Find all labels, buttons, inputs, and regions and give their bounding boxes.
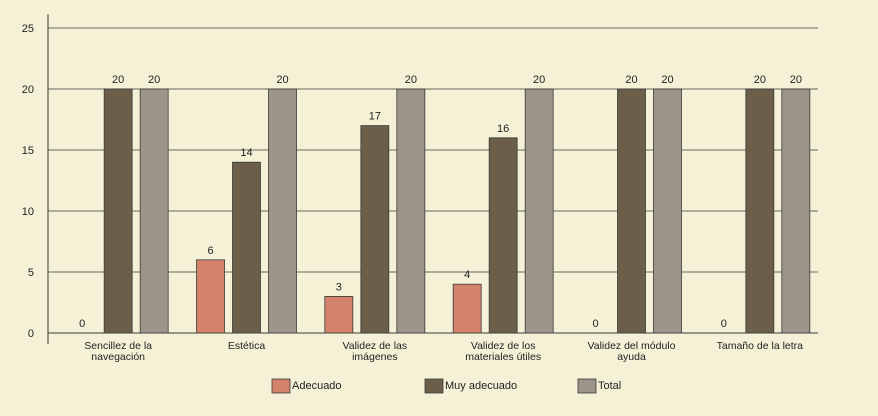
bar-muy-adecuado-5 <box>745 88 775 334</box>
data-label-0-1: 6 <box>207 245 213 257</box>
legend-label-muy-adecuado: Muy adecuado <box>445 380 517 392</box>
bar-muy-adecuado-2 <box>360 125 390 334</box>
bar-total-4 <box>653 88 682 334</box>
y-tick-label-5: 5 <box>28 267 34 279</box>
data-label-2-4: 20 <box>661 74 673 86</box>
data-label-2-3: 20 <box>533 74 545 86</box>
data-label-1-2: 17 <box>369 111 381 123</box>
category-label-0-1: navegación <box>91 351 145 363</box>
legend-swatch-adecuado <box>271 378 291 394</box>
data-label-2-0: 20 <box>148 74 160 86</box>
category-label-4-1: ayuda <box>617 351 646 363</box>
y-tick-label-20: 20 <box>22 84 34 96</box>
legend-label-adecuado: Adecuado <box>292 380 342 392</box>
bar-muy-adecuado-1 <box>232 161 261 334</box>
category-label-4-0: Validez del módulo <box>588 340 676 352</box>
bar-total-0 <box>139 88 169 334</box>
bar-adecuado-3 <box>452 283 482 334</box>
data-label-0-3: 4 <box>464 269 470 281</box>
bar-muy-adecuado-3 <box>488 137 518 334</box>
bar-adecuado-2 <box>324 295 354 334</box>
category-label-2-1: imágenes <box>352 351 398 363</box>
category-label-3-1: materiales útiles <box>465 351 541 363</box>
data-label-1-4: 20 <box>625 74 637 86</box>
y-tick-label-15: 15 <box>22 145 34 157</box>
category-label-0-0: Sencillez de la <box>84 340 152 352</box>
data-label-0-4: 0 <box>592 318 598 330</box>
data-label-0-5: 0 <box>721 318 727 330</box>
data-label-1-5: 20 <box>754 74 766 86</box>
bar-muy-adecuado-4 <box>617 88 646 334</box>
data-label-2-1: 20 <box>276 74 288 86</box>
category-label-2-0: Validez de las <box>343 340 408 352</box>
data-label-0-0: 0 <box>79 318 85 330</box>
data-label-1-1: 14 <box>240 147 252 159</box>
y-tick-label-25: 25 <box>22 23 34 35</box>
category-label-1-0: Estética <box>228 340 266 352</box>
legend-swatch-total <box>577 378 597 394</box>
data-label-2-5: 20 <box>790 74 802 86</box>
data-label-2-2: 20 <box>405 74 417 86</box>
category-label-3-0: Validez de los <box>471 340 536 352</box>
bar-total-3 <box>524 88 554 334</box>
y-tick-label-10: 10 <box>22 206 34 218</box>
y-tick-label-0: 0 <box>28 328 34 340</box>
data-label-1-0: 20 <box>112 74 124 86</box>
bar-total-5 <box>781 88 811 334</box>
bar-muy-adecuado-0 <box>103 88 133 334</box>
legend-swatch-muy-adecuado <box>424 378 444 394</box>
legend-label-total: Total <box>598 380 621 392</box>
bar-adecuado-1 <box>196 259 225 334</box>
category-label-5-0: Tamaño de la letra <box>717 340 804 352</box>
bar-total-1 <box>268 88 297 334</box>
data-label-0-2: 3 <box>336 281 342 293</box>
data-label-1-3: 16 <box>497 123 509 135</box>
bar-total-2 <box>396 88 426 334</box>
